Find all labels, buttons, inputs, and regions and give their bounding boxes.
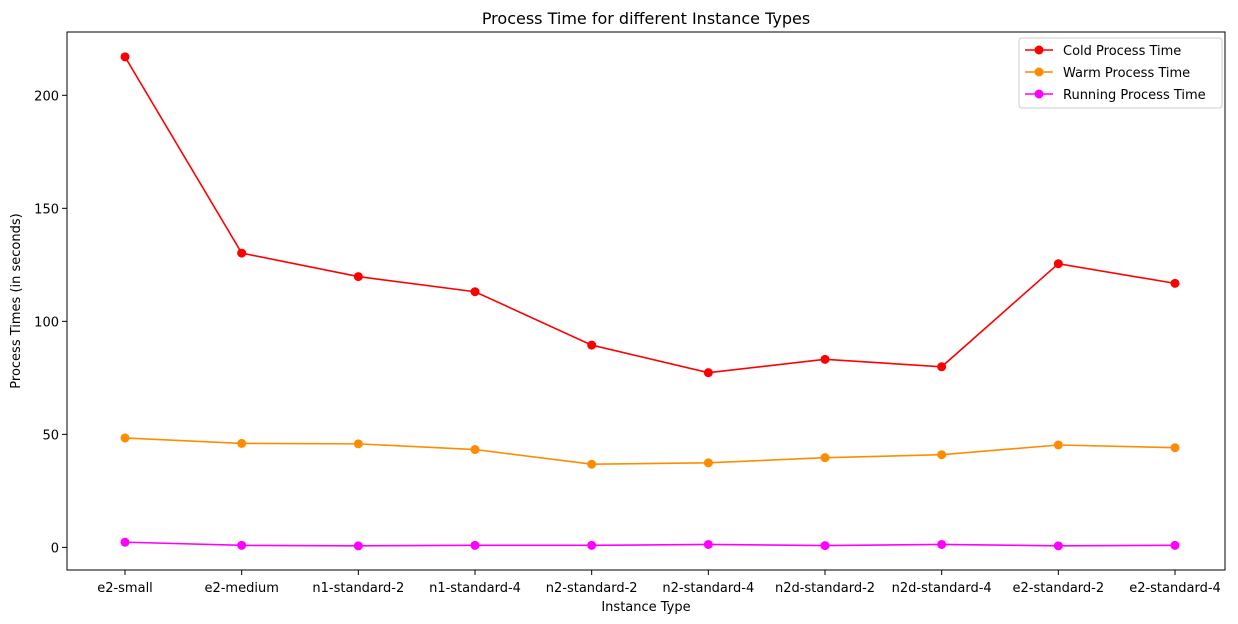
legend-label: Warm Process Time xyxy=(1063,66,1190,81)
data-point xyxy=(937,450,947,460)
data-point xyxy=(237,540,247,550)
plot-area xyxy=(66,31,1226,571)
legend-item: Running Process Time xyxy=(1025,88,1206,103)
data-point xyxy=(353,439,363,449)
data-point xyxy=(470,287,480,297)
x-tick-label: e2-standard-2 xyxy=(1013,581,1105,596)
legend-swatch-marker xyxy=(1034,89,1044,99)
data-point xyxy=(587,540,597,550)
series-3 xyxy=(120,537,1180,551)
series-line xyxy=(124,437,1176,466)
y-axis: 0 50 100 150 200 xyxy=(34,89,67,556)
legend-swatch-marker xyxy=(1034,45,1044,55)
legend-label: Cold Process Time xyxy=(1063,44,1181,59)
x-tick-label: n1-standard-2 xyxy=(312,581,404,596)
data-point xyxy=(1053,440,1063,450)
series-1 xyxy=(120,52,1180,378)
y-tick-label: 200 xyxy=(34,89,59,104)
data-point xyxy=(237,438,247,448)
series-2 xyxy=(120,433,1180,469)
data-point xyxy=(587,340,597,350)
x-tick-label: n1-standard-4 xyxy=(429,581,521,596)
x-tick-label: n2-standard-2 xyxy=(546,581,638,596)
x-tick-label: n2-standard-4 xyxy=(662,581,754,596)
data-point xyxy=(820,354,830,364)
data-point xyxy=(120,537,130,547)
data-point xyxy=(353,541,363,551)
data-point xyxy=(353,272,363,282)
data-point xyxy=(820,453,830,463)
data-point xyxy=(237,248,247,258)
x-axis-label: Instance Type xyxy=(601,600,690,615)
y-tick-label: 0 xyxy=(51,541,59,556)
data-point xyxy=(703,458,713,468)
series-line xyxy=(124,56,1176,374)
data-point xyxy=(1170,540,1180,550)
data-point xyxy=(120,433,130,443)
y-axis-label: Process Times (in seconds) xyxy=(9,213,24,388)
data-point xyxy=(703,368,713,378)
series-layer xyxy=(120,52,1180,551)
x-tick-label: e2-medium xyxy=(204,581,278,596)
data-point xyxy=(1170,443,1180,453)
data-point xyxy=(120,52,130,62)
data-point xyxy=(470,540,480,550)
legend-box xyxy=(1018,37,1223,109)
legend-item: Warm Process Time xyxy=(1025,66,1190,81)
x-tick-label: n2d-standard-2 xyxy=(775,581,875,596)
x-tick-label: n2d-standard-4 xyxy=(892,581,992,596)
x-axis: e2-small e2-medium n1-standard-2 n1-standar… xyxy=(97,570,1221,596)
y-tick-label: 50 xyxy=(42,428,59,443)
plot-frame xyxy=(66,31,1226,571)
data-point xyxy=(1170,278,1180,288)
x-tick-label: e2-small xyxy=(97,581,153,596)
legend: Cold Process Time Warm Process Time Runnin… xyxy=(1018,37,1223,109)
data-point xyxy=(587,459,597,469)
data-point xyxy=(470,445,480,455)
data-point xyxy=(703,539,713,549)
legend-swatch-marker xyxy=(1034,67,1044,77)
chart-title: Process Time for different Instance Type… xyxy=(482,9,810,28)
data-point xyxy=(937,362,947,372)
data-point xyxy=(820,541,830,551)
data-point xyxy=(1053,541,1063,551)
y-tick-label: 100 xyxy=(34,315,59,330)
data-point xyxy=(1053,259,1063,269)
legend-item: Cold Process Time xyxy=(1025,44,1181,59)
legend-label: Running Process Time xyxy=(1063,88,1206,103)
series-line xyxy=(124,541,1176,547)
x-tick-label: e2-standard-4 xyxy=(1129,581,1221,596)
data-point xyxy=(937,539,947,549)
y-tick-label: 150 xyxy=(34,202,59,217)
